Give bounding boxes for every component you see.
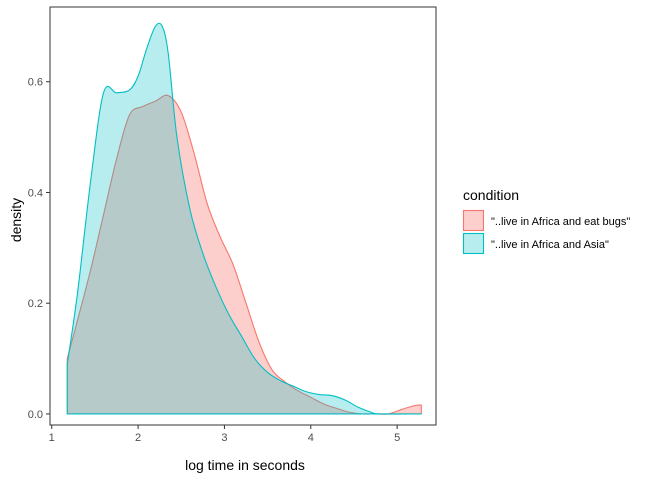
axes: 1 2 3 4 5 0.0 0.2 0.4 0.6 [28,77,401,444]
y-tick-label: 0.6 [28,77,43,89]
y-tick-label: 0.4 [28,187,43,199]
y-axis-title: density [8,198,24,242]
x-tick-label: 2 [135,432,141,444]
x-tick-label: 5 [394,432,400,444]
legend-label-2: "..live in Africa and Asia" [491,239,609,251]
panel-border [49,6,437,426]
density-line-2 [66,22,422,415]
x-axis-title: log time in seconds [185,457,305,473]
legend: condition "..live in Africa and eat bugs… [462,187,630,255]
x-tick-label: 3 [221,432,227,444]
plot-area [66,22,422,415]
legend-key-2 [462,232,485,255]
density-area-2 [67,23,422,415]
legend-label-1: "..live in Africa and eat bugs" [491,216,630,228]
legend-title: condition [463,187,519,203]
legend-key-1 [462,209,485,232]
density-area-1 [67,95,422,415]
y-tick-label: 0.0 [28,409,43,421]
x-tick-label: 4 [308,432,314,444]
x-tick-label: 1 [49,432,55,444]
y-tick-label: 0.2 [28,298,43,310]
